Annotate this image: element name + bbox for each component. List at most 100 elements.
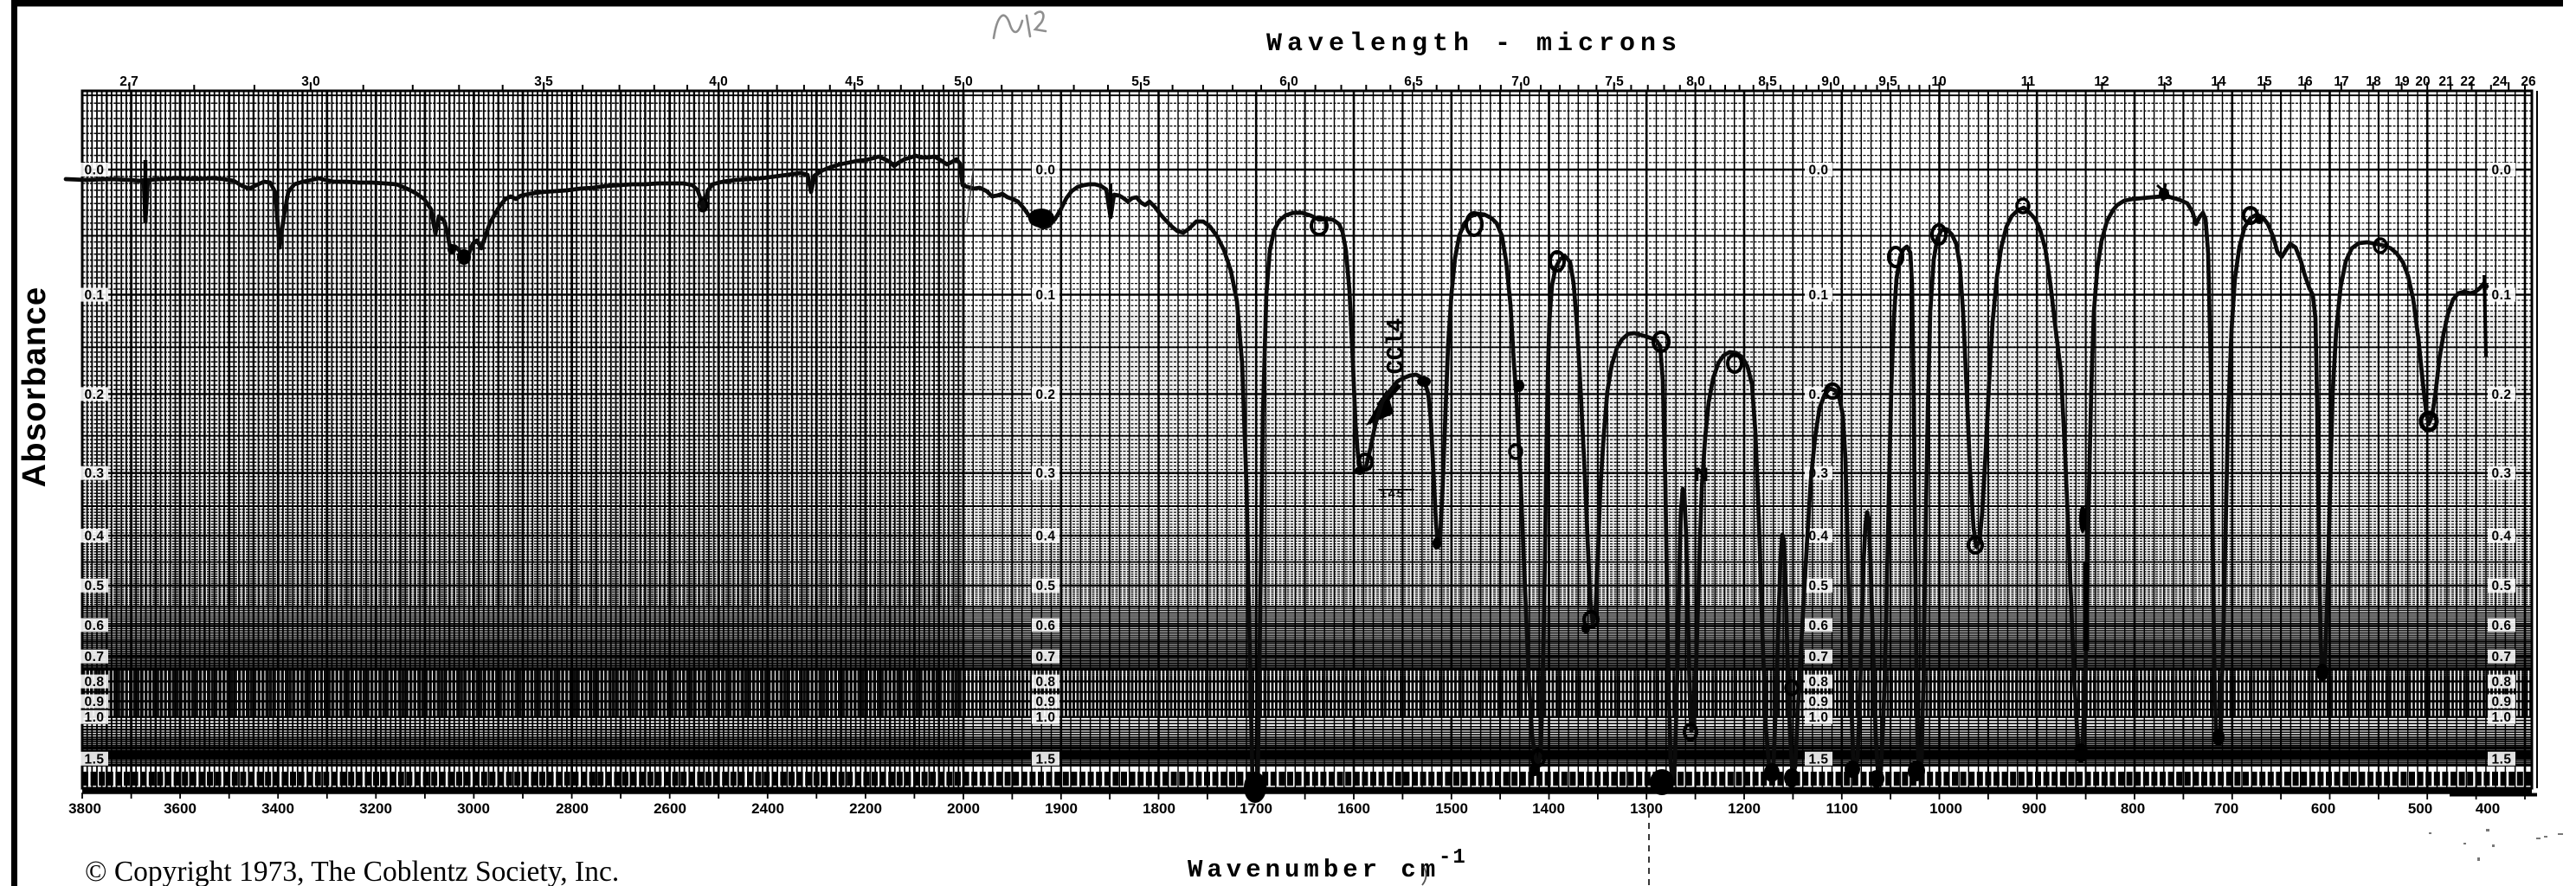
svg-text:0.1: 0.1: [2491, 288, 2511, 303]
svg-text:0.7: 0.7: [1808, 650, 1828, 664]
svg-text:2.7: 2.7: [119, 74, 138, 89]
svg-text:16: 16: [2297, 74, 2313, 89]
svg-text:0.4: 0.4: [1808, 530, 1828, 544]
svg-text:0.1: 0.1: [1035, 288, 1055, 303]
svg-text:3200: 3200: [359, 800, 392, 817]
svg-text:19: 19: [2394, 74, 2410, 89]
svg-text:Absorbance: Absorbance: [16, 286, 53, 488]
svg-text:1.5: 1.5: [84, 752, 104, 767]
svg-text:0.0: 0.0: [1035, 164, 1055, 178]
svg-text:0.4: 0.4: [1035, 530, 1055, 544]
svg-text:0.8: 0.8: [84, 675, 104, 690]
svg-text:0.3: 0.3: [1035, 466, 1055, 481]
svg-text:18: 18: [2366, 74, 2381, 89]
svg-text:17: 17: [2334, 74, 2348, 89]
svg-text:0.4: 0.4: [84, 530, 104, 544]
svg-text:15: 15: [2257, 74, 2272, 89]
svg-text:9.0: 9.0: [1821, 74, 1840, 89]
svg-text:800: 800: [2121, 800, 2145, 817]
svg-text:20: 20: [2415, 74, 2430, 89]
svg-text:6.5: 6.5: [1404, 74, 1423, 89]
svg-text:8.5: 8.5: [1758, 74, 1777, 89]
svg-text:2600: 2600: [654, 800, 686, 817]
svg-text:0.8: 0.8: [1808, 675, 1828, 690]
svg-text:1500: 1500: [1435, 800, 1468, 817]
svg-text:0.7: 0.7: [1035, 650, 1055, 664]
svg-text:1.5: 1.5: [1035, 752, 1055, 767]
svg-text:0.7: 0.7: [2491, 650, 2511, 664]
svg-text:0.7: 0.7: [84, 650, 104, 664]
svg-text:0.5: 0.5: [2491, 579, 2511, 594]
svg-text:1.5: 1.5: [2491, 752, 2511, 767]
svg-text:CCl4: CCl4: [1384, 318, 1410, 375]
svg-text:145: 145: [1380, 486, 1405, 500]
svg-text:0.9: 0.9: [84, 695, 104, 709]
svg-text:21: 21: [2438, 74, 2454, 89]
svg-text:24: 24: [2492, 74, 2508, 89]
svg-text:Wavelength - microns: Wavelength - microns: [1266, 29, 1682, 59]
svg-text:900: 900: [2022, 800, 2046, 817]
svg-text:1800: 1800: [1143, 800, 1175, 817]
svg-text:0.6: 0.6: [1035, 619, 1055, 633]
svg-text:700: 700: [2214, 800, 2238, 817]
svg-text:2400: 2400: [751, 800, 784, 817]
svg-text:0.2: 0.2: [84, 388, 104, 402]
svg-text:4.5: 4.5: [845, 74, 864, 89]
svg-text:1200: 1200: [1728, 800, 1761, 817]
svg-text:0.5: 0.5: [1035, 579, 1055, 594]
svg-text:0.2: 0.2: [1035, 388, 1055, 402]
svg-text:3.0: 3.0: [301, 74, 320, 89]
svg-text:1400: 1400: [1532, 800, 1565, 817]
svg-text:7.5: 7.5: [1605, 74, 1624, 89]
svg-text:7.0: 7.0: [1511, 74, 1530, 89]
svg-text:0.4: 0.4: [2491, 530, 2511, 544]
svg-text:N: N: [1695, 464, 1709, 485]
svg-text:3400: 3400: [261, 800, 294, 817]
svg-text:0.9: 0.9: [1035, 695, 1055, 709]
svg-text:22: 22: [2460, 74, 2475, 89]
svg-text:0.3: 0.3: [84, 466, 104, 481]
svg-text:1.0: 1.0: [2491, 710, 2511, 725]
svg-text:6.0: 6.0: [1279, 74, 1298, 89]
svg-text:5.0: 5.0: [954, 74, 973, 89]
svg-text:0.1: 0.1: [1808, 288, 1828, 303]
svg-text:0.0: 0.0: [1808, 164, 1828, 178]
svg-text:1700: 1700: [1240, 800, 1272, 817]
svg-text:0.6: 0.6: [84, 619, 104, 633]
svg-text:0.6: 0.6: [1808, 619, 1828, 633]
svg-text:Wavenumber cm: Wavenumber cm: [1188, 856, 1439, 884]
svg-text:0.2: 0.2: [2491, 388, 2511, 402]
svg-text:11: 11: [2021, 74, 2036, 89]
svg-text:1.0: 1.0: [1808, 710, 1828, 725]
svg-text:0.8: 0.8: [2491, 675, 2511, 690]
svg-text:0.5: 0.5: [84, 579, 104, 594]
svg-text:12: 12: [2094, 74, 2109, 89]
svg-text:2800: 2800: [556, 800, 589, 817]
svg-text:600: 600: [2311, 800, 2335, 817]
svg-text:14: 14: [2211, 74, 2226, 89]
svg-text:1.0: 1.0: [1035, 710, 1055, 725]
svg-text:1.5: 1.5: [1808, 752, 1828, 767]
svg-text:0.1: 0.1: [84, 288, 104, 303]
svg-text:1.0: 1.0: [84, 710, 104, 725]
svg-text:1100: 1100: [1826, 800, 1858, 817]
svg-text:1000: 1000: [1929, 800, 1962, 817]
svg-text:2000: 2000: [947, 800, 980, 817]
svg-text:10: 10: [1931, 74, 1946, 89]
svg-text:0.9: 0.9: [1808, 695, 1828, 709]
svg-text:0.5: 0.5: [1808, 579, 1828, 594]
svg-text:0.8: 0.8: [1035, 675, 1055, 690]
svg-text:0.3: 0.3: [2491, 466, 2511, 481]
svg-text:0.0: 0.0: [84, 164, 104, 178]
svg-text:2200: 2200: [849, 800, 882, 817]
svg-text:1300: 1300: [1630, 800, 1663, 817]
svg-text:400: 400: [2476, 800, 2500, 817]
svg-text:© Copyright 1973, The Coblentz: © Copyright 1973, The Coblentz Society, …: [85, 856, 619, 886]
svg-text:8.0: 8.0: [1686, 74, 1705, 89]
svg-text:26: 26: [2521, 74, 2536, 89]
svg-text:1600: 1600: [1337, 800, 1370, 817]
svg-text:5.5: 5.5: [1131, 74, 1150, 89]
svg-text:4.0: 4.0: [709, 74, 728, 89]
svg-text:3000: 3000: [457, 800, 490, 817]
svg-text:9.5: 9.5: [1878, 74, 1897, 89]
